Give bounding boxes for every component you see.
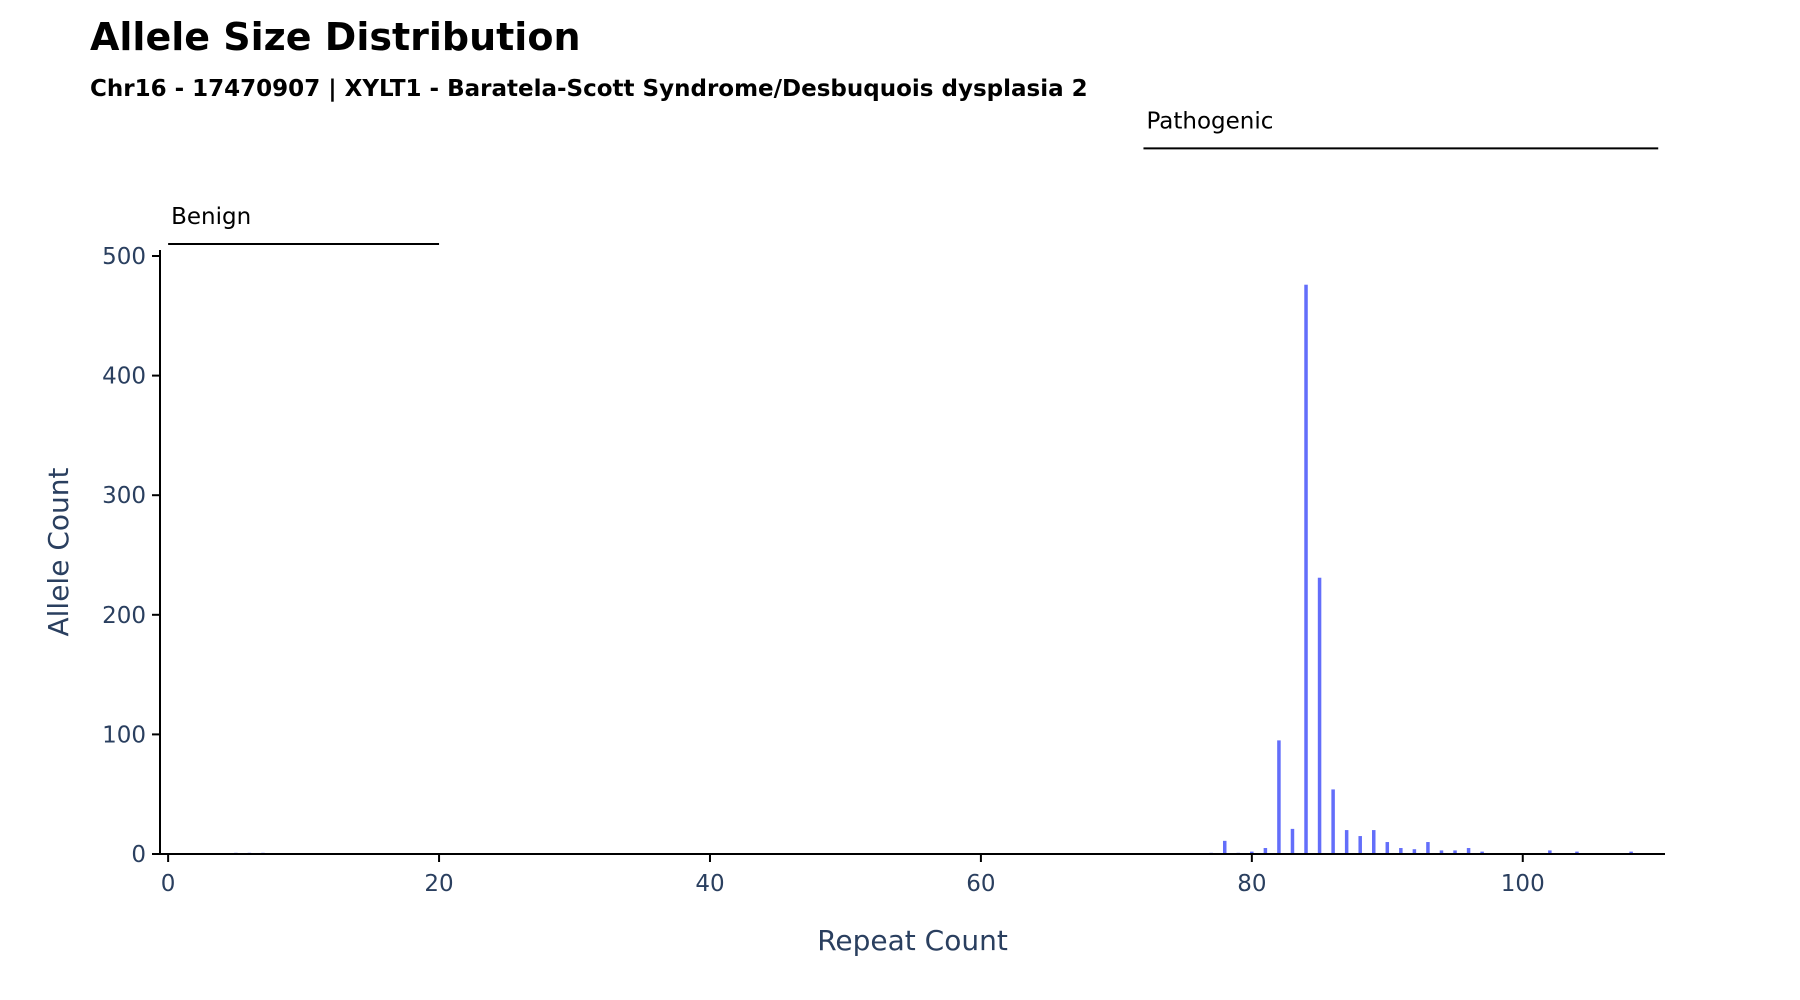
x-tick-label: 80 <box>1237 871 1266 897</box>
y-tick-label: 400 <box>102 364 146 390</box>
x-tick-label: 0 <box>161 871 176 897</box>
y-tick-label: 200 <box>102 603 146 629</box>
bar <box>1412 849 1417 854</box>
bar-series <box>234 284 1633 855</box>
chart-subtitle: Chr16 - 17470907 | XYLT1 - Baratela-Scot… <box>90 76 1088 102</box>
y-tick-label: 0 <box>131 842 146 868</box>
bar <box>1466 848 1471 854</box>
bar <box>1629 851 1633 854</box>
bar <box>1358 836 1362 854</box>
x-axis-ticks: 0 20 40 60 80 100 <box>161 854 1545 897</box>
bar <box>1453 850 1457 854</box>
y-tick-label: 100 <box>102 722 146 748</box>
range-label: Pathogenic <box>1146 108 1273 134</box>
bar <box>1263 848 1268 854</box>
bar <box>1426 842 1430 854</box>
bar <box>1250 851 1254 854</box>
bar <box>1372 830 1376 854</box>
x-tick-label: 40 <box>695 871 724 897</box>
bar <box>1385 842 1390 854</box>
bar <box>1222 840 1227 854</box>
x-tick-label: 60 <box>966 871 995 897</box>
bar <box>1277 740 1281 854</box>
bar <box>1548 850 1552 854</box>
y-axis-title: Allele Count <box>42 467 75 636</box>
bar <box>1399 848 1403 854</box>
axes <box>159 250 1665 855</box>
y-tick-label: 300 <box>102 483 146 509</box>
y-tick-label: 500 <box>102 244 146 270</box>
bar <box>1344 830 1349 854</box>
bar <box>1290 828 1295 854</box>
x-tick-label: 20 <box>424 871 453 897</box>
x-axis-title: Repeat Count <box>817 924 1008 957</box>
range-annotations: Benign Pathogenic <box>168 108 1659 246</box>
y-axis-ticks: 0 100 200 300 400 500 <box>102 244 160 868</box>
bar <box>1304 284 1308 855</box>
bar <box>1317 577 1322 854</box>
range-label: Benign <box>171 204 251 230</box>
bar <box>1439 850 1444 854</box>
bar <box>1575 851 1579 854</box>
bar <box>1480 851 1484 854</box>
x-tick-label: 100 <box>1501 871 1545 897</box>
bar <box>1331 789 1335 854</box>
chart-title: Allele Size Distribution <box>90 15 581 59</box>
